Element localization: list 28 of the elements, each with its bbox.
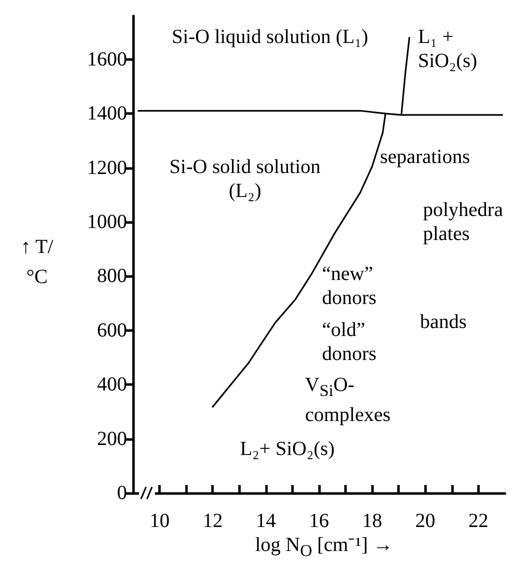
annotation: polyhedra plates — [423, 198, 504, 246]
x-tick-label: 18 — [362, 510, 382, 532]
y-axis-title: ↑ T/°C — [20, 235, 54, 290]
x-tick-label: 12 — [202, 510, 223, 532]
x-tick-label: 10 — [150, 510, 170, 532]
x-tick-label: 16 — [309, 510, 329, 532]
y-tick-label: 800 — [97, 265, 127, 288]
y-tick-label: 200 — [97, 428, 127, 450]
annotation: Si-O liquid solution (L₁) — [170, 25, 370, 49]
x-tick-label: 14 — [256, 510, 276, 532]
x-axis-title: log N$_{O}$ [cm⁻¹] → — [254, 533, 394, 562]
annotation: V$_{Si}$O-complexes — [305, 373, 392, 427]
annotation: L₂+ SiO₂(s) — [240, 437, 335, 461]
annotation: separations — [380, 145, 470, 169]
y-tick-label: 600 — [97, 319, 127, 342]
y-tick-label: 400 — [97, 374, 127, 396]
annotation: bands — [420, 310, 467, 334]
annotation: “new” donors — [322, 262, 378, 310]
y-tick-label: 1600 — [87, 48, 127, 70]
annotation: “old” donors — [322, 318, 378, 366]
x-tick-label: 22 — [468, 510, 488, 532]
y-tick-label: 0 — [117, 482, 127, 504]
annotation: L₁ + SiO₂(s) — [418, 25, 478, 73]
x-tick-label: 20 — [415, 510, 436, 532]
y-tick-label: 1400 — [87, 102, 127, 125]
y-tick-label: 1200 — [87, 156, 127, 179]
annotation: Si-O solid solution (L₂) — [168, 155, 322, 203]
y-tick-label: 1000 — [87, 210, 127, 233]
